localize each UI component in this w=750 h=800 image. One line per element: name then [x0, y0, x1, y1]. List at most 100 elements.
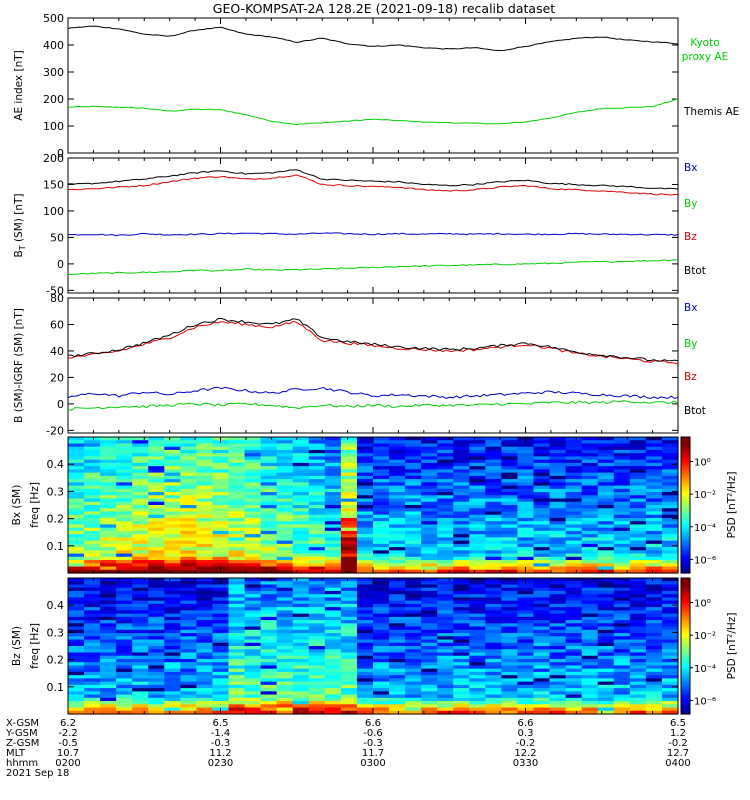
heatmap-cell	[68, 560, 85, 564]
heatmap-cell	[629, 469, 647, 474]
heatmap-cell	[276, 462, 294, 467]
heatmap-cell	[68, 636, 85, 641]
heatmap-cell	[645, 594, 663, 599]
heatmap-cell	[549, 453, 567, 458]
heatmap-cell	[212, 563, 230, 568]
heatmap-cell	[164, 584, 181, 589]
heatmap-cell	[116, 456, 133, 461]
heatmap-cell	[340, 482, 358, 487]
heatmap-cell	[613, 440, 631, 445]
heatmap-cell	[164, 498, 181, 503]
heatmap-cell	[68, 475, 85, 480]
heatmap-cell	[373, 530, 390, 535]
heatmap-cell	[581, 543, 599, 548]
heatmap-cell	[581, 633, 599, 637]
ephemeris-value: -0.5	[58, 738, 78, 749]
heatmap-cell	[373, 675, 390, 679]
heatmap-cell	[597, 710, 615, 715]
heatmap-cell	[533, 684, 551, 689]
heatmap-cell	[661, 553, 679, 558]
heatmap-cell	[581, 681, 599, 686]
heatmap-cell	[421, 607, 438, 611]
heatmap-cell	[84, 485, 101, 490]
heatmap-cell	[485, 642, 503, 647]
heatmap-cell	[373, 482, 390, 487]
colorbar-segment	[681, 621, 690, 624]
heatmap-cell	[196, 688, 214, 692]
heatmap-cell	[68, 517, 85, 522]
heatmap-cell	[292, 594, 310, 599]
heatmap-cell	[212, 462, 230, 467]
heatmap-cell	[100, 681, 117, 686]
heatmap-cell	[421, 633, 438, 637]
heatmap-cell	[581, 498, 599, 503]
heatmap-cell	[132, 492, 149, 496]
heatmap-cell	[260, 578, 278, 582]
heatmap-cell	[389, 649, 406, 654]
heatmap-cell	[405, 543, 422, 548]
heatmap-cell	[469, 662, 486, 667]
heatmap-cell	[228, 534, 246, 538]
heatmap-cell	[356, 697, 374, 702]
heatmap-cell	[244, 607, 262, 611]
heatmap-cell	[84, 563, 101, 568]
heatmap-cell	[196, 636, 214, 641]
heatmap-cell	[244, 517, 262, 522]
heatmap-cell	[324, 642, 342, 647]
heatmap-cell	[389, 701, 406, 705]
colorbar-segment	[681, 491, 690, 495]
heatmap-cell	[597, 498, 615, 503]
heatmap-cell	[645, 704, 663, 709]
heatmap-cell	[661, 492, 679, 496]
heatmap-cell	[469, 578, 486, 582]
heatmap-cell	[212, 534, 230, 538]
heatmap-cell	[164, 505, 181, 509]
heatmap-cell	[228, 469, 246, 474]
series-line-btot	[68, 317, 679, 362]
heatmap-cell	[485, 492, 503, 496]
heatmap-cell	[405, 658, 422, 663]
heatmap-cell	[260, 710, 278, 715]
heatmap-cell	[565, 671, 583, 676]
heatmap-cell	[276, 694, 294, 699]
heatmap-cell	[100, 534, 117, 538]
series-line-bz	[67, 320, 679, 365]
heatmap-cell	[389, 600, 406, 605]
heatmap-cell	[501, 701, 519, 705]
heatmap-cell	[228, 701, 246, 705]
heatmap-cell	[308, 629, 326, 634]
heatmap-cell	[453, 707, 470, 712]
heatmap-cell	[629, 594, 647, 599]
heatmap-cell	[100, 537, 117, 542]
heatmap-cell	[100, 646, 117, 650]
heatmap-cell	[469, 495, 486, 500]
heatmap-cell	[469, 524, 486, 529]
heatmap-cell	[164, 440, 181, 445]
heatmap-cell	[549, 508, 567, 513]
heatmap-cell	[292, 553, 310, 558]
heatmap-cell	[437, 646, 454, 650]
heatmap-cell	[581, 514, 599, 519]
heatmap-cell	[645, 553, 663, 558]
colorbar-segment	[681, 641, 690, 645]
heatmap-cell	[405, 652, 422, 657]
heatmap-cell	[597, 623, 615, 628]
heatmap-cell	[228, 550, 246, 555]
heatmap-cell	[276, 492, 294, 496]
heatmap-cell	[164, 607, 181, 611]
heatmap-cell	[533, 505, 551, 509]
colorbar-segment	[681, 548, 690, 551]
heatmap-cell	[212, 616, 230, 621]
heatmap-cell	[116, 505, 133, 509]
heatmap-cell	[405, 665, 422, 670]
heatmap-cell	[373, 697, 390, 702]
heatmap-cell	[661, 704, 679, 709]
heatmap-cell	[308, 437, 326, 441]
heatmap-cell	[613, 681, 631, 686]
ephemeris-value: 0230	[208, 758, 233, 769]
heatmap-cell	[645, 524, 663, 529]
heatmap-cell	[437, 681, 454, 686]
heatmap-cell	[581, 662, 599, 667]
heatmap-cell	[196, 469, 214, 474]
heatmap-cell	[501, 543, 519, 548]
